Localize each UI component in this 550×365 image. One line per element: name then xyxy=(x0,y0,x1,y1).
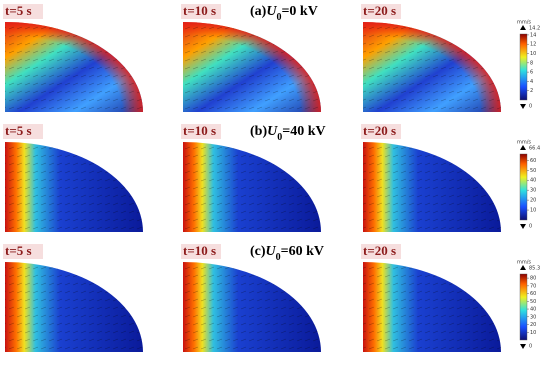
colorbar-min: 0 xyxy=(529,224,532,230)
colorbar-tick-label: 4 xyxy=(530,79,533,85)
time-label: t=5 s xyxy=(5,123,32,138)
colorbar-tick-label: 6 xyxy=(530,70,533,76)
row-title: (b)U0=40 kV xyxy=(250,124,326,143)
time-label: t=5 s xyxy=(5,3,32,18)
colorbar-tick-label: 14 xyxy=(530,32,536,38)
min-marker xyxy=(520,104,526,109)
colorbar-max: 85.3 xyxy=(529,266,540,272)
colorbar-tick-label: 40 xyxy=(530,307,536,313)
row-title: (c)U0=60 kV xyxy=(250,244,324,263)
colorbar-tick-label: 60 xyxy=(530,291,536,297)
colorbar-tick-label: 10 xyxy=(530,208,536,214)
colorbar-tick-label: 50 xyxy=(530,299,536,305)
vector-arrows xyxy=(363,142,501,232)
colorbar-unit: mm/s xyxy=(517,20,531,26)
row-title: (a)U0=0 kV xyxy=(250,4,318,23)
vector-arrows xyxy=(363,262,501,352)
row-title-label: (c) xyxy=(250,244,266,259)
row-title-subscript: 0 xyxy=(276,12,281,23)
colorbar-min: 0 xyxy=(529,344,532,350)
time-label-bg xyxy=(3,124,43,139)
colorbar-tick-label: 2 xyxy=(530,88,533,94)
min-marker xyxy=(520,224,526,229)
vector-arrows xyxy=(183,262,321,352)
time-label-bg xyxy=(181,124,221,139)
time-label-bg xyxy=(181,244,221,259)
time-label-bg xyxy=(361,244,401,259)
colorbar-tick-label: 30 xyxy=(530,188,536,194)
max-marker xyxy=(520,145,526,150)
colorbar-tick-label: 70 xyxy=(530,283,536,289)
vector-arrows xyxy=(183,142,321,232)
row-title-subscript: 0 xyxy=(276,252,281,263)
time-label-bg xyxy=(3,244,43,259)
time-label-bg xyxy=(361,4,401,19)
time-label: t=5 s xyxy=(5,243,32,258)
vector-arrows xyxy=(183,22,321,112)
colorbar xyxy=(519,33,528,101)
row-title-label: (b) xyxy=(250,124,267,139)
colorbar-max: 66.4 xyxy=(529,146,540,152)
row-title-symbol: U xyxy=(266,244,277,259)
colorbar-tick-label: 60 xyxy=(530,158,536,164)
time-label-bg xyxy=(3,4,43,19)
row-title-condition: =60 kV xyxy=(281,244,324,259)
colorbar-tick-label: 10 xyxy=(530,51,536,57)
time-label-bg xyxy=(181,4,221,19)
time-label: t=10 s xyxy=(183,123,216,138)
colorbar-tick-label: 10 xyxy=(530,330,536,336)
time-label: t=10 s xyxy=(183,243,216,258)
colorbar-tick-label: 40 xyxy=(530,178,536,184)
max-marker xyxy=(520,265,526,270)
time-label: t=10 s xyxy=(183,3,216,18)
max-marker xyxy=(520,25,526,30)
colorbar-tick-label: 50 xyxy=(530,168,536,174)
colorbar-tick-label: 20 xyxy=(530,322,536,328)
vector-arrows xyxy=(5,142,143,232)
colorbar-max: 14.2 xyxy=(529,26,540,32)
colorbar-tick-label: 12 xyxy=(530,42,536,48)
row-title-label: (a) xyxy=(250,4,267,19)
vector-arrows xyxy=(5,22,143,112)
colorbar-tick-label: 30 xyxy=(530,314,536,320)
colorbar xyxy=(519,153,528,221)
vector-arrows xyxy=(5,262,143,352)
time-label-bg xyxy=(361,124,401,139)
min-marker xyxy=(520,344,526,349)
colorbar-min: 0 xyxy=(529,104,532,110)
row-title-condition: =40 kV xyxy=(282,124,325,139)
vector-arrows xyxy=(363,22,501,112)
time-label: t=20 s xyxy=(363,123,396,138)
colorbar-unit: mm/s xyxy=(517,260,531,266)
row-title-symbol: U xyxy=(266,4,277,19)
row-title-subscript: 0 xyxy=(277,132,282,143)
colorbar-tick-label: 80 xyxy=(530,276,536,282)
row-title-symbol: U xyxy=(267,124,278,139)
colorbar-unit: mm/s xyxy=(517,140,531,146)
colorbar xyxy=(519,273,528,341)
colorbar-tick-label: 8 xyxy=(530,60,533,66)
time-label: t=20 s xyxy=(363,243,396,258)
row-title-condition: =0 kV xyxy=(281,4,317,19)
time-label: t=20 s xyxy=(363,3,396,18)
colorbar-tick-label: 20 xyxy=(530,198,536,204)
